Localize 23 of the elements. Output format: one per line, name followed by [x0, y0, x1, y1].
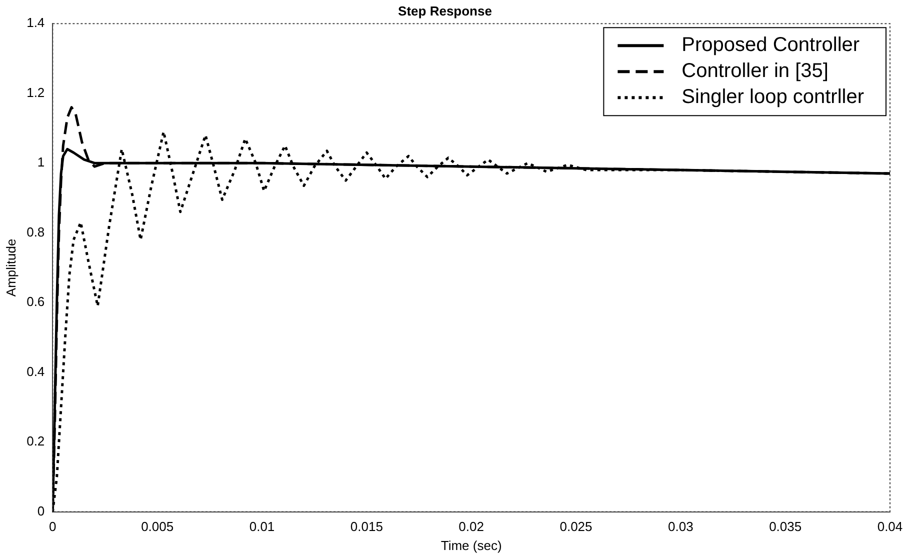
x-tick-label: 0 — [49, 519, 56, 534]
y-tick-label: 1 — [37, 154, 45, 170]
x-tick-label: 0.015 — [350, 519, 383, 534]
x-tick-label: 0.01 — [249, 519, 275, 534]
chart-title: Step Response — [398, 3, 492, 18]
y-tick-label: 1.2 — [26, 84, 45, 100]
x-tick-label: 0.005 — [141, 519, 174, 534]
y-tick-label: 0.4 — [26, 364, 45, 379]
y-tick-label: 0.6 — [26, 294, 45, 310]
x-tick-label: 0.04 — [877, 519, 903, 534]
y-tick-label: 0.2 — [26, 434, 45, 449]
y-tick-label: 1.4 — [26, 15, 45, 30]
x-tick-label: 0.03 — [668, 519, 694, 534]
y-axis-title: Amplitude — [3, 238, 18, 297]
legend-label: Proposed Controller — [682, 34, 860, 56]
legend-label: Controller in [35] — [682, 60, 828, 82]
x-tick-label: 0.025 — [560, 519, 592, 534]
legend-label: Singler loop contrller — [682, 86, 864, 108]
x-axis-title: Time (sec) — [440, 538, 502, 553]
x-tick-label: 0.02 — [458, 519, 484, 534]
y-tick-label: 0 — [37, 503, 45, 518]
x-tick-label: 0.035 — [769, 519, 802, 534]
y-tick-label: 0.8 — [26, 224, 45, 240]
